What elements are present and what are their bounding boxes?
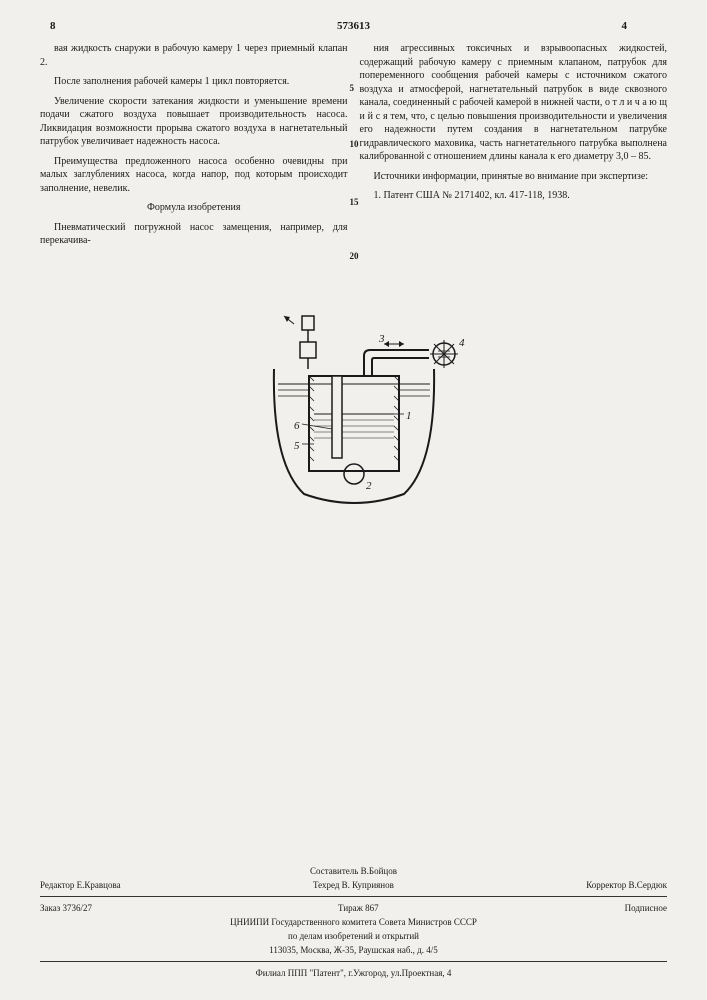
- document-number: 573613: [337, 20, 370, 32]
- footer-org1: ЦНИИПИ Государственного комитета Совета …: [40, 915, 667, 929]
- body-text: ния агрессивных токсичных и взрывоопасны…: [360, 42, 668, 164]
- footer-address: 113035, Москва, Ж-35, Раушская наб., д. …: [40, 943, 667, 957]
- line-marker: 20: [350, 250, 359, 262]
- footer-compiler: Составитель В.Бойцов: [40, 864, 667, 878]
- figure: 3 4 1 2 5 6: [40, 314, 667, 519]
- body-text: Преимущества предложенного насоса особен…: [40, 155, 348, 196]
- diagram-label-3: 3: [378, 333, 385, 345]
- footer-subscription: Подписное: [625, 903, 667, 913]
- line-marker: 10: [350, 138, 359, 150]
- body-text: После заполнения рабочей камеры 1 цикл п…: [40, 75, 348, 89]
- footer: Составитель В.Бойцов Редактор Е.Кравцова…: [40, 864, 667, 980]
- body-text: Увеличение скорости затекания жидкости и…: [40, 95, 348, 149]
- body-text: Источники информации, принятые во вниман…: [360, 170, 668, 184]
- footer-org2: по делам изобретений и открытий: [40, 929, 667, 943]
- pump-diagram: 3 4 1 2 5 6: [234, 314, 474, 514]
- line-marker: 5: [350, 82, 355, 94]
- footer-tech: Техред В. Куприянов: [313, 880, 394, 890]
- diagram-label-6: 6: [294, 420, 300, 432]
- diagram-label-1: 1: [406, 410, 412, 422]
- left-column: вая жидкость снаружи в рабочую камеру 1 …: [40, 42, 348, 254]
- diagram-label-2: 2: [366, 480, 372, 492]
- page-number-left: 8: [50, 20, 56, 32]
- footer-editor: Редактор Е.Кравцова: [40, 880, 121, 890]
- diagram-label-5: 5: [294, 440, 300, 452]
- footer-tirage: Тираж 867: [338, 903, 379, 913]
- right-column: 5 10 15 20 ния агрессивных токсичных и в…: [360, 42, 668, 254]
- body-text: Пневматический погружной насос замещения…: [40, 221, 348, 248]
- footer-order: Заказ 3736/27: [40, 903, 92, 913]
- footer-branch: Филиал ППП "Патент", г.Ужгород, ул.Проек…: [40, 966, 667, 980]
- page-number-right: 4: [622, 20, 628, 32]
- line-marker: 15: [350, 196, 359, 208]
- body-text: 1. Патент США № 2171402, кл. 417-118, 19…: [360, 189, 668, 203]
- footer-corrector: Корректор В.Сердюк: [586, 880, 667, 890]
- body-text: вая жидкость снаружи в рабочую камеру 1 …: [40, 42, 348, 69]
- formula-title: Формула изобретения: [40, 201, 348, 215]
- diagram-label-4: 4: [459, 337, 465, 349]
